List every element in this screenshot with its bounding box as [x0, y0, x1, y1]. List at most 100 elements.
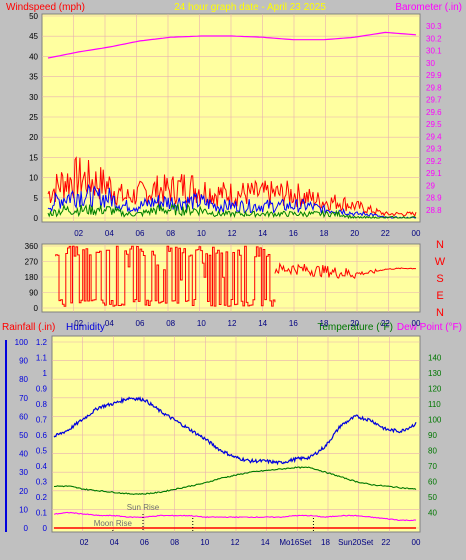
time-tick-label: 16	[289, 319, 298, 328]
rainfall-label: Rainfall (.in)	[2, 322, 55, 333]
sun-rise-label: Sun Rise	[127, 503, 160, 512]
time-tick-label: 10	[197, 229, 206, 238]
barometer-series	[47, 31, 417, 59]
time-tick-label: 06	[136, 229, 145, 238]
compass-label: E	[436, 290, 443, 302]
time-tick-label: 04	[105, 229, 114, 238]
rain-tick-label: 0.5	[36, 447, 48, 456]
barometer-tick-label: 28.8	[426, 206, 442, 215]
temperature-tick-label: 120	[428, 385, 442, 394]
dewpoint-label: Dew Point (°F)	[397, 322, 462, 333]
direction-tick-label: 270	[25, 258, 39, 267]
time-tick-label: 04	[110, 538, 119, 547]
windspeed-tick-label: 15	[29, 153, 38, 162]
barometer-tick-label: 29.5	[426, 120, 442, 129]
temperature-tick-label: 40	[428, 509, 437, 518]
humidity-label: Humidity	[66, 322, 105, 333]
wind-direction-gusty-series	[55, 245, 276, 307]
time-tick-label: 10	[197, 319, 206, 328]
humidity-tick-label: 70	[19, 394, 28, 403]
graph-date-title: 24 hour graph date - April 23 2025	[174, 2, 326, 13]
time-tick-label: 00	[412, 319, 421, 328]
time-tick-label: 18	[320, 319, 329, 328]
rain-tick-label: 0.4	[36, 462, 48, 471]
temperature-label: Temperature (°F)	[317, 322, 393, 333]
barometer-tick-label: 29	[426, 181, 435, 190]
time-tick-label: 22	[381, 229, 390, 238]
humidity-tick-label: 10	[19, 505, 28, 514]
time-tick-label: 18	[320, 229, 329, 238]
barometer-tick-label: 29.6	[426, 108, 442, 117]
barometer-tick-label: 30.1	[426, 47, 442, 56]
barometer-tick-label: 29.3	[426, 145, 442, 154]
barometer-tick-label: 29.1	[426, 169, 442, 178]
rain-tick-label: 0.6	[36, 431, 48, 440]
direction-tick-label: 90	[29, 289, 38, 298]
windspeed-tick-label: 45	[29, 32, 38, 41]
time-tick-label: 04	[105, 319, 114, 328]
time-tick-label: 18	[321, 538, 330, 547]
humidity-tick-label: 90	[19, 357, 28, 366]
time-tick-label: 00	[412, 229, 421, 238]
time-tick-label: 16	[289, 229, 298, 238]
rain-tick-label: 0.8	[36, 400, 48, 409]
temperature-tick-label: 140	[428, 354, 442, 363]
temperature-tick-label: 100	[428, 416, 442, 425]
temperature-tick-label: 130	[428, 369, 442, 378]
rain-tick-label: 1.2	[36, 338, 48, 347]
rain-tick-label: 0.1	[36, 509, 48, 518]
time-tick-label: 06	[136, 319, 145, 328]
windspeed-title: Windspeed (mph)	[6, 2, 85, 13]
windspeed-tick-label: 5	[34, 194, 39, 203]
time-tick-label: 00	[412, 538, 421, 547]
direction-tick-label: 360	[25, 242, 39, 251]
humidity-tick-label: 0	[24, 524, 29, 533]
rain-tick-label: 0.2	[36, 493, 48, 502]
windspeed-tick-label: 10	[29, 174, 38, 183]
humidity-tick-label: 100	[15, 338, 29, 347]
temperature-tick-label: 60	[428, 478, 437, 487]
time-tick-label: 20	[350, 229, 359, 238]
rain-tick-label: 0.3	[36, 478, 48, 487]
time-tick-label: 12	[231, 538, 240, 547]
windspeed-tick-label: 20	[29, 133, 38, 142]
compass-label: W	[435, 256, 446, 268]
barometer-tick-label: 29.8	[426, 83, 442, 92]
time-tick-label: Mo16Set	[279, 538, 312, 547]
time-tick-label: 08	[170, 538, 179, 547]
humidity-tick-label: 80	[19, 375, 28, 384]
windspeed-tick-label: 50	[29, 12, 38, 21]
time-tick-label: 20	[350, 319, 359, 328]
barometer-tick-label: 29.2	[426, 157, 442, 166]
time-tick-label: 12	[228, 319, 237, 328]
time-tick-label: 08	[166, 229, 175, 238]
humidity-tick-label: 60	[19, 412, 28, 421]
humidity-tick-label: 20	[19, 487, 28, 496]
wind-direction-series	[274, 262, 416, 280]
temperature-tick-label: 50	[428, 493, 437, 502]
time-tick-label: 14	[261, 538, 270, 547]
time-tick-label: 22	[381, 319, 390, 328]
compass-label: N	[436, 239, 444, 251]
time-tick-label: 08	[166, 319, 175, 328]
windspeed-tick-label: 0	[34, 214, 39, 223]
time-tick-label: 10	[200, 538, 209, 547]
temperature-tick-label: 80	[428, 447, 437, 456]
compass-label: N	[436, 307, 444, 319]
time-tick-label: 02	[80, 538, 89, 547]
barometer-title: Barometer (.in)	[395, 2, 462, 13]
time-tick-label: 06	[140, 538, 149, 547]
wind-low-series	[47, 203, 417, 220]
humidity-tick-label: 50	[19, 431, 28, 440]
temperature-tick-label: 90	[428, 431, 437, 440]
temperature-series	[53, 466, 417, 495]
humidity-series	[53, 396, 417, 466]
humidity-tick-label: 30	[19, 468, 28, 477]
time-tick-label: 02	[74, 229, 83, 238]
time-tick-label: 02	[74, 319, 83, 328]
rain-tick-label: 1.1	[36, 354, 48, 363]
barometer-tick-label: 29.4	[426, 132, 442, 141]
barometer-tick-label: 30.2	[426, 34, 442, 43]
